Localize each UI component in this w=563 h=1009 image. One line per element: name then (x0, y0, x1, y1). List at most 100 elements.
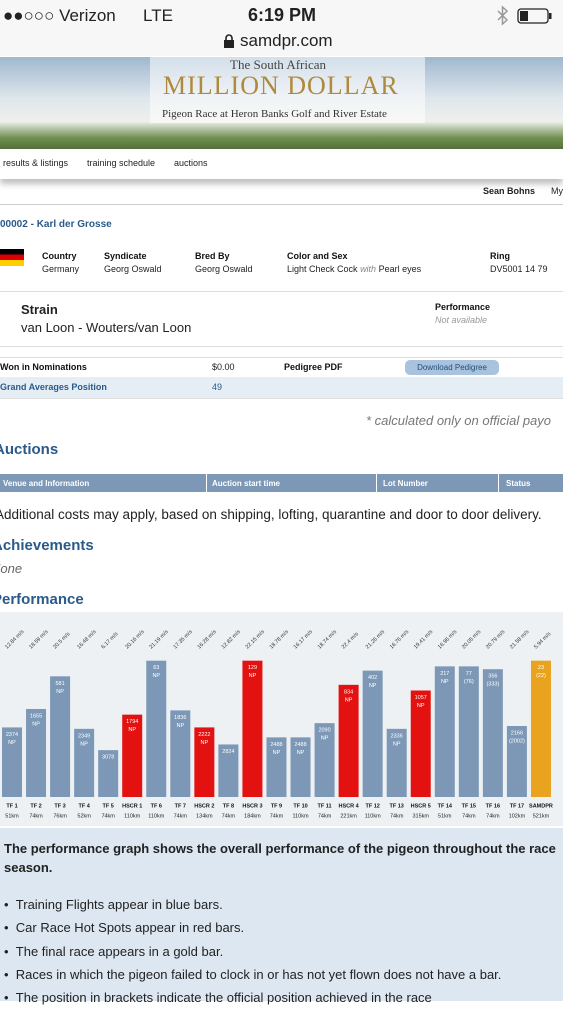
column-header: Status (506, 479, 531, 488)
distance-label: 52km (77, 813, 91, 819)
x-tick-label: TF 1 (6, 803, 17, 809)
position-note: (22) (536, 673, 546, 679)
distance-label: 521km (533, 813, 550, 819)
distance-label: 74km (486, 813, 500, 819)
distance-label: 74km (174, 813, 188, 819)
distance-label: 51km (5, 813, 19, 819)
distance-label: 110km (148, 813, 165, 819)
distance-label: 51km (438, 813, 452, 819)
section-heading: Performance (0, 591, 84, 608)
user-name[interactable]: Sean Bohns (483, 186, 536, 196)
section-heading: Auctions (0, 441, 59, 458)
position-label: 2488 (294, 742, 306, 748)
nav-link[interactable]: training schedule (87, 158, 156, 168)
pigeon-title: 00002 - Karl der Grosse (0, 219, 112, 230)
bar (122, 714, 143, 797)
x-tick-label: TF 11 (318, 803, 332, 809)
strain-box (0, 291, 563, 347)
distance-label: 110km (124, 813, 141, 819)
x-tick-label: SAMDPR (529, 803, 553, 809)
position-label: 217 (440, 671, 449, 677)
nav-link[interactable]: auctions (174, 158, 208, 168)
performance-value: Not available (435, 315, 488, 325)
detail-label: Syndicate (104, 251, 147, 261)
position-label: 581 (55, 681, 64, 687)
position-note: (2002) (509, 738, 525, 744)
bullet: • Car Race Hot Spots appear in red bars. (4, 920, 245, 936)
note: * calculated only on official payo (366, 413, 552, 428)
distance-label: 221km (340, 813, 357, 819)
nav-bar (0, 149, 563, 179)
bar (386, 728, 407, 797)
table-header (0, 474, 563, 492)
performance-label: Performance (435, 302, 491, 312)
position-note: NP (249, 673, 257, 679)
lock-icon (224, 34, 234, 48)
position-label: 2824 (222, 749, 234, 755)
position-label: 129 (248, 665, 257, 671)
position-note: NP (369, 683, 377, 689)
x-tick-label: TF 16 (486, 803, 500, 809)
x-tick-label: TF 15 (462, 803, 476, 809)
url[interactable]: samdpr.com (240, 31, 333, 50)
bar (2, 727, 22, 797)
nav-link[interactable]: results & listings (3, 158, 69, 168)
x-tick-label: TF 5 (103, 803, 114, 809)
column-header: Lot Number (383, 479, 428, 488)
position-label: 2349 (78, 733, 90, 739)
divider (0, 204, 563, 205)
position-label: 834 (344, 689, 353, 695)
position-note: (76) (464, 679, 474, 685)
x-tick-label: TF 14 (438, 803, 453, 809)
bullet: • Training Flights appear in blue bars. (4, 897, 223, 912)
user-link[interactable]: My (551, 186, 563, 196)
browser-bar (0, 0, 563, 56)
position-label: 2090 (318, 728, 330, 734)
position-note: NP (345, 697, 353, 703)
x-tick-label: TF 12 (365, 803, 379, 809)
position-note: NP (201, 740, 209, 746)
distance-label: 74km (29, 813, 43, 819)
bar (482, 669, 503, 797)
bar (338, 684, 359, 797)
strain-label: Strain (21, 302, 58, 317)
bar (434, 666, 455, 797)
distance-label: 184km (244, 813, 261, 819)
x-tick-label: TF 10 (293, 803, 307, 809)
bar (98, 750, 119, 797)
download-button[interactable]: Download Pedigree (405, 360, 499, 375)
x-tick-label: HSCR 3 (242, 803, 262, 809)
bar (170, 710, 191, 797)
distance-label: 134km (196, 813, 213, 819)
bar (362, 670, 383, 797)
bullet-text: The final race appears in a gold bar. (15, 943, 224, 959)
position-note: NP (393, 741, 401, 747)
row-value: 49 (212, 382, 223, 392)
bullet-text: Car Race Hot Spots appear in red bars. (15, 920, 245, 936)
position-note: (333) (486, 682, 499, 688)
bullet: • The position in brackets indicate the … (4, 990, 432, 1006)
column-divider (376, 474, 377, 492)
column-header: Auction start time (212, 479, 281, 488)
position-label: 356 (488, 674, 497, 680)
banner-panel (150, 57, 425, 123)
bullet-text: The position in brackets indicate the of… (15, 990, 432, 1006)
position-note: NP (273, 750, 281, 756)
position-note: NP (176, 723, 184, 729)
section-heading: Achievements (0, 537, 94, 554)
position-label: 402 (368, 675, 377, 681)
column-divider (498, 474, 499, 492)
x-tick-label: TF 8 (223, 803, 234, 809)
bullet-text: Races in which the pigeon failed to cloc… (15, 966, 502, 982)
detail-value: Georg Oswald (104, 264, 162, 274)
bar (146, 660, 167, 797)
flag (0, 249, 24, 266)
bar (314, 723, 335, 797)
bullet: • The final race appears in a gold bar. (4, 943, 224, 959)
x-tick-label: TF 4 (78, 803, 90, 809)
bar (50, 676, 71, 797)
bar (506, 726, 527, 797)
explanation-box (0, 828, 563, 1001)
detail-value: with (360, 264, 377, 274)
